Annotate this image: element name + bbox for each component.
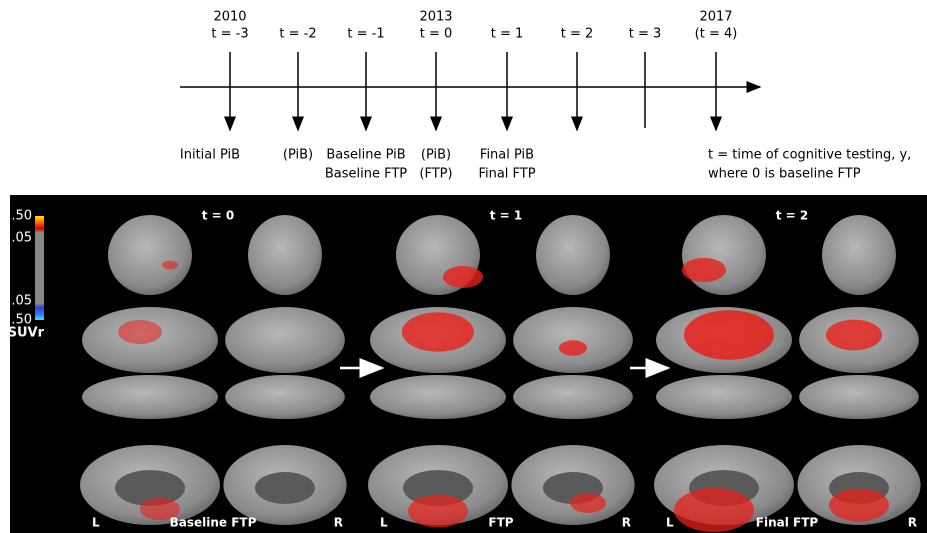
colorbar-label: 1.50 bbox=[3, 209, 32, 224]
event-label: Final PiB bbox=[480, 148, 534, 163]
t-label: t = -3 bbox=[211, 27, 248, 42]
uptake-region bbox=[826, 319, 882, 351]
brain-render bbox=[403, 470, 473, 506]
uptake-region bbox=[162, 260, 178, 270]
uptake-region bbox=[402, 312, 474, 352]
panel-title: t = 1 bbox=[490, 209, 523, 223]
note: t = time of cognitive testing, y, bbox=[708, 148, 911, 163]
event-label: Final FTP bbox=[478, 167, 535, 182]
brain-render bbox=[682, 215, 766, 295]
colorbar-label: -1.50 bbox=[0, 313, 32, 328]
brain-render bbox=[513, 307, 633, 373]
hemisphere-label: R bbox=[622, 516, 631, 530]
panel-title: t = 2 bbox=[776, 209, 809, 223]
colorbar-unit: SUVr bbox=[8, 326, 45, 341]
brain-render bbox=[248, 215, 322, 295]
panel-caption: FTP bbox=[488, 516, 513, 530]
t-label: t = 3 bbox=[629, 27, 662, 42]
colorbar-label: -1.05 bbox=[0, 294, 32, 309]
colorbar-label: 1.05 bbox=[3, 231, 32, 246]
hemisphere-label: L bbox=[380, 516, 388, 530]
uptake-region bbox=[682, 257, 726, 283]
uptake-region bbox=[443, 266, 483, 288]
year-label: 2010 bbox=[213, 10, 246, 25]
hemisphere-label: L bbox=[92, 516, 100, 530]
brain-render bbox=[370, 375, 506, 419]
brain-render bbox=[255, 472, 315, 504]
event-label: (PiB) bbox=[283, 148, 313, 163]
panel-caption: Baseline FTP bbox=[170, 516, 257, 530]
t-label: t = 1 bbox=[491, 27, 524, 42]
brain-render bbox=[225, 307, 345, 373]
brain-render bbox=[82, 375, 218, 419]
event-label: Baseline FTP bbox=[325, 167, 407, 182]
hemisphere-label: R bbox=[334, 516, 343, 530]
brain-render bbox=[225, 375, 345, 419]
colorbar bbox=[35, 216, 44, 320]
brain-render bbox=[108, 215, 192, 295]
t-label: t = -1 bbox=[347, 27, 384, 42]
uptake-region bbox=[684, 310, 774, 360]
uptake-region bbox=[570, 493, 606, 513]
event-label: (PiB) bbox=[421, 148, 451, 163]
brain-render bbox=[513, 375, 633, 419]
panel-caption: Final FTP bbox=[756, 516, 819, 530]
panel-title: t = 0 bbox=[202, 209, 235, 223]
uptake-region bbox=[118, 319, 162, 345]
t-label: t = 0 bbox=[420, 27, 453, 42]
year-label: 2017 bbox=[699, 10, 732, 25]
uptake-region bbox=[559, 340, 587, 356]
note: where 0 is baseline FTP bbox=[708, 167, 861, 182]
brain-render bbox=[656, 375, 792, 419]
uptake-region bbox=[829, 488, 889, 522]
t-label: t = -2 bbox=[279, 27, 316, 42]
uptake-region bbox=[674, 488, 754, 532]
uptake-region bbox=[408, 494, 468, 528]
uptake-region bbox=[140, 498, 180, 520]
hemisphere-label: R bbox=[908, 516, 917, 530]
t-label: (t = 4) bbox=[695, 27, 738, 42]
t-label: t = 2 bbox=[561, 27, 594, 42]
brain-render bbox=[799, 375, 919, 419]
event-label: (FTP) bbox=[419, 167, 452, 182]
brain-render bbox=[115, 470, 185, 506]
year-label: 2013 bbox=[419, 10, 452, 25]
brain-render bbox=[536, 215, 610, 295]
brain-render bbox=[822, 215, 896, 295]
event-label: Initial PiB bbox=[180, 148, 240, 163]
event-label: Baseline PiB bbox=[326, 148, 405, 163]
hemisphere-label: L bbox=[666, 516, 674, 530]
